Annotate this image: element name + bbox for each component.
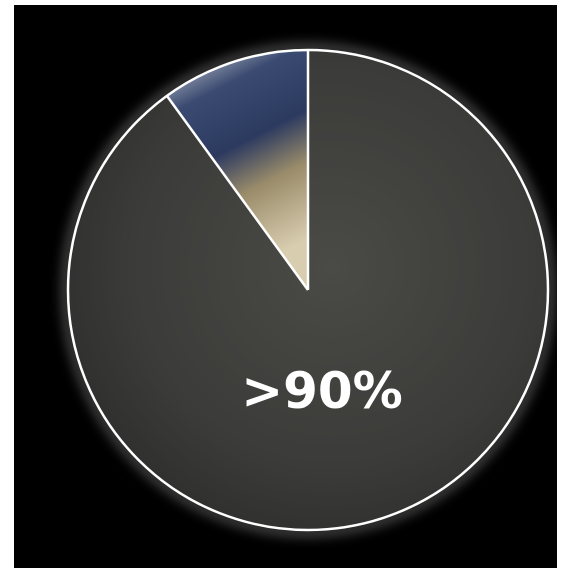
wedge-edges <box>165 50 310 291</box>
percentage-label: >90% <box>241 362 403 420</box>
glow <box>63 45 553 535</box>
disc-outline <box>66 48 550 532</box>
visible-wedge <box>167 50 308 290</box>
